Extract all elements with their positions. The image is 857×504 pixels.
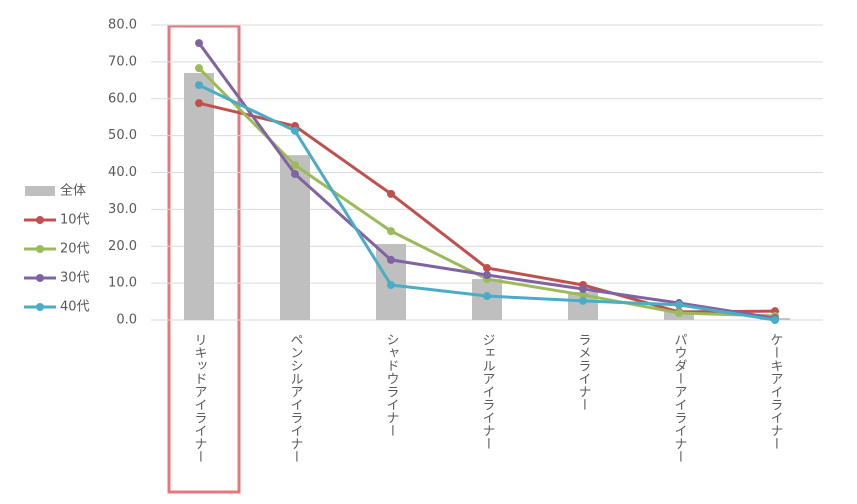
legend-swatch (36, 274, 44, 282)
bar (184, 72, 214, 320)
point (579, 285, 587, 294)
point (387, 227, 395, 236)
x-tick-label: ペンシルアイライナー (288, 333, 304, 463)
point (195, 64, 203, 73)
legend-swatch (36, 216, 44, 224)
point (483, 271, 491, 280)
y-tick-label: 40.0 (108, 165, 137, 180)
x-tick-label: ジェルアイライナー (480, 333, 495, 450)
y-tick-label: 50.0 (108, 128, 137, 143)
y-tick-label: 10.0 (108, 276, 137, 291)
legend-label: 40代 (60, 300, 90, 315)
x-tick-label: ラメライナー (576, 333, 591, 411)
legend-swatch (36, 245, 44, 253)
bar (280, 155, 310, 320)
legend-swatch (25, 186, 55, 196)
y-tick-label: 80.0 (108, 18, 137, 33)
point (387, 280, 395, 289)
point (387, 255, 395, 264)
point (291, 161, 299, 170)
legend-label: 30代 (60, 271, 90, 286)
point (483, 292, 491, 301)
point (195, 39, 203, 48)
point (387, 189, 395, 198)
point (195, 81, 203, 90)
y-tick-label: 0.0 (116, 313, 137, 328)
x-tick-label: パウダーアイライナー (672, 333, 688, 463)
point (291, 126, 299, 135)
y-tick-label: 30.0 (108, 202, 137, 217)
y-tick-label: 60.0 (108, 91, 137, 106)
legend-label: 20代 (60, 242, 90, 257)
point (195, 99, 203, 108)
x-tick-label: ケーキアイライナー (768, 333, 783, 450)
point (579, 296, 587, 305)
legend-swatch (36, 303, 44, 311)
legend-label: 全体 (60, 183, 86, 199)
x-tick-label: シャドウライナー (384, 333, 399, 437)
point (675, 308, 683, 317)
legend-label: 10代 (60, 213, 90, 228)
point (675, 300, 683, 309)
x-tick-label: リキッドアイライナー (192, 333, 207, 463)
y-tick-label: 20.0 (108, 239, 137, 254)
y-tick-label: 70.0 (108, 54, 137, 69)
point (579, 290, 587, 299)
point (291, 169, 299, 178)
highlight-box (167, 24, 241, 494)
point (483, 264, 491, 273)
point (771, 316, 779, 324)
